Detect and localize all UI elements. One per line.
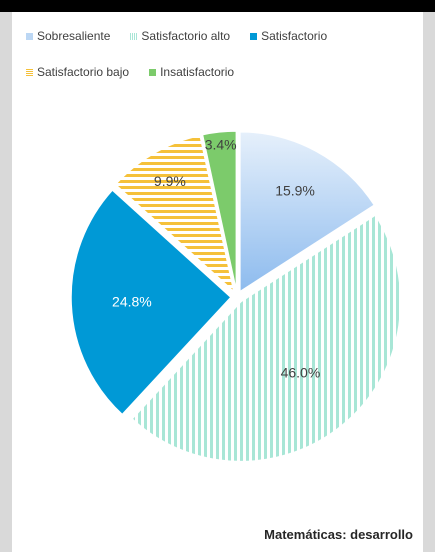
chart-caption: Matemáticas: desarrollo: [264, 527, 413, 542]
data-label-sobresaliente: 15.9%: [275, 183, 315, 199]
legend-swatch-satisfactorio-bajo: [26, 68, 33, 76]
legend-swatch-sobresaliente: [26, 32, 33, 40]
legend-swatch-satisfactorio: [250, 32, 258, 40]
legend-item-satisfactorio: Satisfactorio: [250, 29, 327, 43]
legend-label-satisfactorio: Satisfactorio: [261, 29, 328, 43]
pie-slice-sobresaliente: [239, 130, 376, 294]
legend-item-satisfactorio-bajo: Satisfactorio bajo: [26, 65, 129, 79]
pie-slice-satisfactorio-bajo: [114, 134, 236, 294]
legend-label-sobresaliente: Sobresaliente: [37, 29, 111, 43]
legend-row-1: Sobresaliente Satisfactorio alto Satisfa…: [26, 26, 416, 46]
data-label-satisfactorio-alto: 46.0%: [281, 365, 321, 381]
legend-item-insatisfactorio: Insatisfactorio: [149, 65, 234, 79]
legend-swatch-satisfactorio-alto: [130, 32, 138, 40]
legend-label-satisfactorio-alto: Satisfactorio alto: [141, 29, 231, 43]
legend-item-satisfactorio-alto: Satisfactorio alto: [130, 29, 230, 43]
data-label-satisfactorio: 24.8%: [112, 294, 152, 310]
pie-slice-satisfactorio-alto: [131, 213, 402, 463]
legend-label-satisfactorio-bajo: Satisfactorio bajo: [37, 65, 130, 79]
data-label-satisfactorio-bajo: 9.9%: [154, 173, 186, 189]
pie-slice-satisfactorio: [70, 188, 233, 416]
pie-slice-insatisfactorio: [201, 130, 238, 292]
legend-item-sobresaliente: Sobresaliente: [26, 29, 110, 43]
legend-label-insatisfactorio: Insatisfactorio: [160, 65, 235, 79]
chart-legend: Sobresaliente Satisfactorio alto Satisfa…: [26, 26, 416, 98]
data-label-insatisfactorio: 3.4%: [205, 137, 237, 153]
legend-row-2: Satisfactorio bajo Insatisfactorio: [26, 62, 416, 82]
legend-swatch-insatisfactorio: [149, 68, 157, 76]
top-bar: [0, 0, 435, 12]
